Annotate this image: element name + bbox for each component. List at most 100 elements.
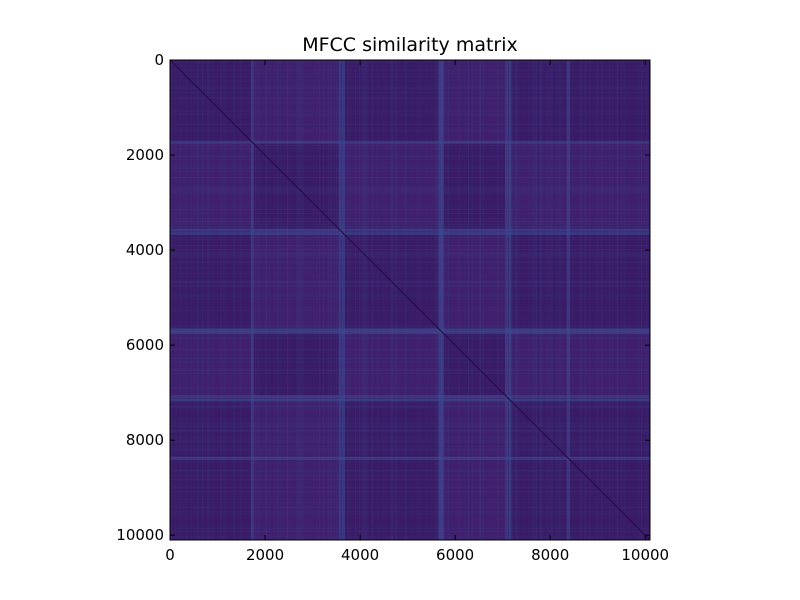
plot-area [170, 60, 650, 540]
heatmap-stripe-h [170, 81, 650, 83]
heatmap-stripe-h [170, 272, 650, 274]
heatmap-stripe-v [629, 60, 630, 540]
heatmap-stripe-v [255, 60, 257, 540]
heatmap-stripe-v [382, 60, 384, 540]
heatmap-stripe-h [170, 401, 650, 403]
heatmap-stripe-h [170, 221, 650, 223]
heatmap-stripe-h [170, 149, 650, 151]
heatmap-stripe-h [170, 536, 650, 538]
heatmap-stripe-h [170, 383, 650, 385]
heatmap-stripe-v [265, 60, 267, 540]
heatmap-stripe-h [170, 155, 650, 157]
heatmap-stripe-v [581, 60, 583, 540]
heatmap-stripe-v [472, 60, 474, 540]
heatmap-stripe-v [430, 60, 432, 540]
heatmap-stripe-h [170, 362, 650, 364]
heatmap-stripe-h [170, 252, 650, 254]
heatmap-stripe-h [170, 310, 650, 312]
heatmap-stripe-h [170, 91, 650, 93]
heatmap-stripe-v [372, 60, 374, 540]
heatmap-stripe-h [170, 130, 650, 132]
heatmap-stripe-h [170, 187, 650, 189]
heatmap-stripe-h [170, 419, 650, 421]
heatmap-stripe-v [259, 60, 261, 540]
heatmap-stripe-v [316, 60, 318, 540]
y-tick-label: 6000 [126, 336, 164, 354]
heatmap-stripe-h [170, 473, 650, 475]
heatmap-stripe-h [170, 98, 650, 100]
heatmap-stripe-h [170, 424, 650, 426]
heatmap-stripe-h [170, 189, 650, 191]
heatmap-stripe-v [426, 60, 428, 540]
heatmap-stripe-h [170, 129, 650, 131]
heatmap-stripe-h [170, 94, 650, 96]
heatmap-stripe-h [170, 193, 650, 195]
heatmap-stripe-h [170, 248, 650, 250]
heatmap-stripe-v [535, 60, 537, 540]
heatmap-stripe-v [420, 60, 422, 540]
heatmap-stripe-v [346, 60, 348, 540]
x-tick-label: 10000 [621, 546, 669, 564]
heatmap-stripe-h [170, 166, 650, 168]
heatmap-stripe-v [497, 60, 499, 540]
heatmap-stripe-v [632, 60, 633, 540]
heatmap-stripe-h [170, 469, 650, 471]
y-tick-label: 4000 [126, 241, 164, 259]
heatmap-stripe-v [468, 60, 470, 540]
heatmap-stripe-v [175, 60, 177, 540]
heatmap-band-h [170, 398, 650, 402]
heatmap-stripe-h [170, 372, 650, 374]
heatmap-stripe-v [621, 60, 623, 540]
heatmap-stripe-v [303, 60, 305, 540]
heatmap-stripe-h [170, 471, 650, 473]
heatmap-stripe-v [641, 60, 643, 540]
heatmap-stripe-v [289, 60, 291, 540]
heatmap-stripe-h [170, 73, 650, 75]
heatmap-stripe-h [170, 487, 650, 489]
x-tick-label: 4000 [341, 546, 379, 564]
heatmap-stripe-h [170, 527, 650, 529]
x-axis: 0 2000 4000 6000 8000 10000 [165, 60, 669, 564]
heatmap-stripe-v [583, 60, 585, 540]
heatmap-stripe-v [620, 60, 621, 540]
heatmap-stripe-v [601, 60, 603, 540]
heatmap-stripe-h [170, 500, 650, 501]
heatmap-stripe-v [240, 60, 242, 540]
heatmap-stripe-v [348, 60, 350, 540]
x-tick-label: 8000 [531, 546, 569, 564]
heatmap-stripe-v [191, 60, 193, 540]
heatmap-stripe-h [170, 387, 650, 389]
heatmap-stripe-v [239, 60, 241, 540]
heatmap-stripe-h [170, 452, 650, 454]
heatmap-stripe-v [331, 60, 333, 540]
heatmap-stripe-v [179, 60, 181, 540]
heatmap-stripe-v [434, 60, 436, 540]
heatmap-stripe-v [362, 60, 364, 540]
heatmap-stripe-v [546, 60, 548, 540]
heatmap-stripe-h [170, 69, 650, 71]
heatmap-stripe-v [417, 60, 419, 540]
heatmap-stripe-h [170, 425, 650, 427]
heatmap-stripe-v [464, 60, 466, 540]
heatmap-stripe-h [170, 441, 650, 443]
heatmap-stripe-h [170, 360, 650, 362]
heatmap-stripe-h [170, 461, 650, 463]
heatmap-block [338, 60, 439, 144]
heatmap-stripe-v [296, 60, 298, 540]
heatmap-stripe-v [531, 60, 533, 540]
heatmap-stripe-h [170, 190, 650, 192]
heatmap-block [438, 143, 506, 229]
heatmap-stripe-h [170, 226, 650, 228]
heatmap-stripe-h [170, 491, 650, 493]
heatmap-stripe-v [197, 60, 199, 540]
heatmap-stripe-h [170, 145, 650, 147]
heatmap-stripe-v [533, 60, 535, 540]
heatmap-stripe-v [482, 60, 484, 540]
heatmap-stripe-h [170, 255, 650, 257]
heatmap-stripe-v [404, 60, 406, 540]
x-tick-label: 0 [165, 546, 175, 564]
heatmap-stripe-h [170, 87, 650, 89]
heatmap-stripe-v [224, 60, 226, 540]
heatmap-stripe-v [277, 60, 279, 540]
heatmap-stripe-v [606, 60, 608, 540]
